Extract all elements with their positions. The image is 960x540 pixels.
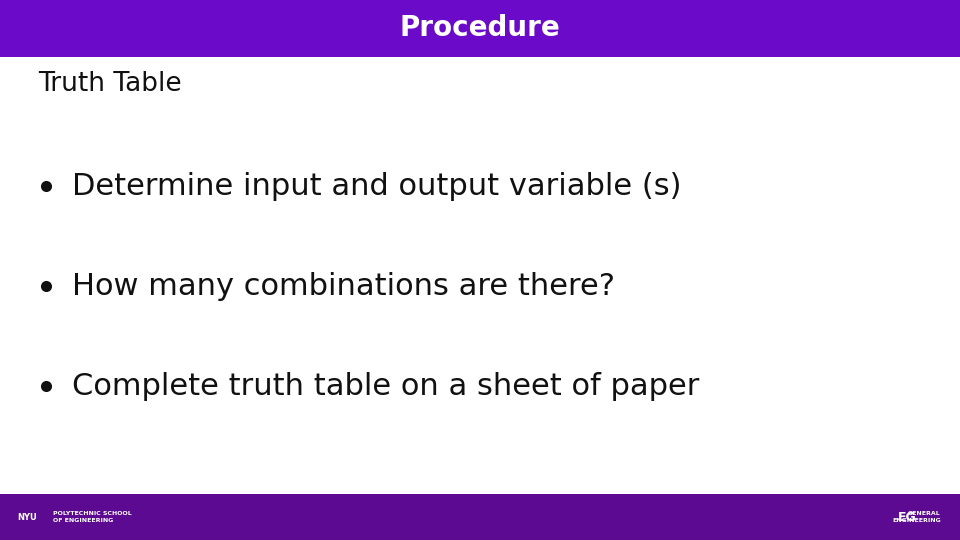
Bar: [0, 0, 960, 57]
Text: Truth Table: Truth Table: [38, 71, 182, 97]
Bar: [0, 494, 960, 540]
Text: How many combinations are there?: How many combinations are there?: [72, 272, 615, 301]
Text: GENERAL
ENGINEERING: GENERAL ENGINEERING: [892, 511, 941, 523]
Text: EG: EG: [898, 510, 917, 524]
Text: NYU: NYU: [17, 512, 37, 522]
Text: Determine input and output variable (s): Determine input and output variable (s): [72, 172, 682, 201]
Text: Complete truth table on a sheet of paper: Complete truth table on a sheet of paper: [72, 372, 700, 401]
Text: Procedure: Procedure: [399, 15, 561, 42]
Text: POLYTECHNIC SCHOOL
OF ENGINEERING: POLYTECHNIC SCHOOL OF ENGINEERING: [53, 511, 132, 523]
